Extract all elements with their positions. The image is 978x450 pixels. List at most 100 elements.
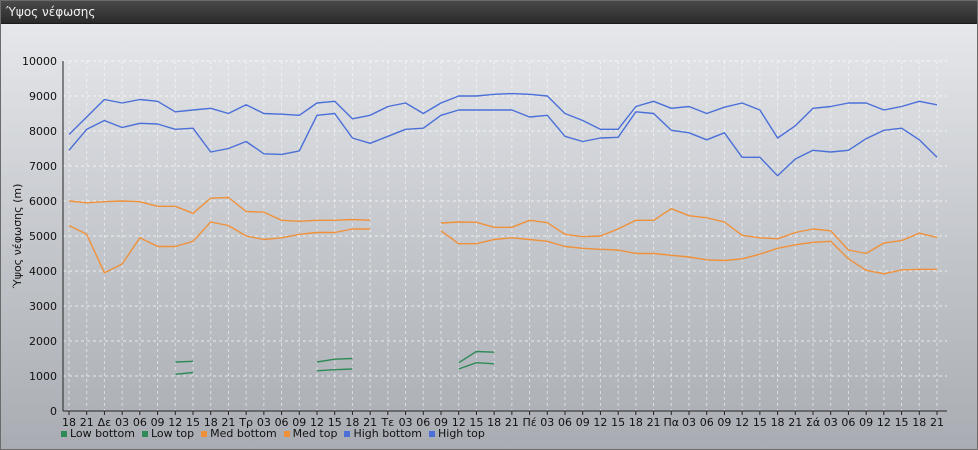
- series-low-top-line: [175, 360, 194, 363]
- legend-item: High bottom: [344, 427, 422, 440]
- series-med-top-line: [68, 196, 371, 223]
- legend-swatch: [201, 430, 208, 437]
- x-tick-label: 03: [115, 416, 129, 429]
- series-med-bottom-line: [440, 230, 937, 275]
- series-high-top-line: [68, 92, 938, 139]
- x-tick-label: Δε: [98, 416, 112, 429]
- y-tick-label: 7000: [29, 160, 57, 173]
- series-med-bottom-line: [68, 221, 371, 274]
- x-tick-label: 18: [345, 416, 359, 429]
- x-tick-label: 12: [593, 416, 607, 429]
- legend-swatch: [429, 430, 435, 437]
- x-tick-label: Πέ: [522, 416, 536, 429]
- series-low-bottom-line: [458, 362, 495, 370]
- x-tick-label: 15: [895, 416, 909, 429]
- x-tick-label: 03: [540, 416, 554, 429]
- x-tick-label: 21: [788, 416, 802, 429]
- legend-swatch: [141, 430, 148, 437]
- series-low-bottom-line: [316, 368, 353, 372]
- x-tick-label: 12: [310, 416, 324, 429]
- x-tick-label: 09: [292, 416, 306, 429]
- legend-swatch: [61, 430, 67, 437]
- window-title: Ύψος νέφωσης: [6, 5, 96, 19]
- legend-swatch: [283, 430, 290, 437]
- x-tick-label: 12: [452, 416, 466, 429]
- x-tick-label: 09: [859, 416, 873, 429]
- legend-label: Low top: [150, 427, 195, 440]
- x-tick-label: 12: [877, 416, 891, 429]
- grid-lines: [63, 60, 947, 411]
- x-tick-label: 06: [133, 416, 147, 429]
- legend-label: Med top: [292, 427, 338, 440]
- x-tick-label: 18: [204, 416, 218, 429]
- x-tick-label: 09: [151, 416, 165, 429]
- series-low-top-line: [316, 357, 353, 363]
- x-tick-label: 03: [257, 416, 271, 429]
- y-tick-label: 8000: [29, 125, 57, 138]
- y-tick-label: 10000: [22, 55, 57, 68]
- y-tick-label: 2000: [29, 335, 57, 348]
- series-med-top-line: [440, 207, 938, 255]
- legend-item: Low top: [141, 427, 195, 440]
- x-tick-label: 15: [469, 416, 483, 429]
- y-tick-label: 9000: [29, 90, 57, 103]
- x-tick-label: Πα: [664, 416, 680, 429]
- x-tick-label: 06: [275, 416, 289, 429]
- cloud-height-chart: 0 1000 2000 3000 4000 5000 6000 7000 8000 9000 100…: [11, 55, 947, 429]
- x-tick-label: Τε: [381, 416, 395, 429]
- series-lines: [68, 92, 938, 375]
- x-tick-label: 06: [841, 416, 855, 429]
- legend-item: Med bottom: [201, 427, 277, 440]
- legend-item: High top: [429, 427, 485, 440]
- x-tick-label: 18: [629, 416, 643, 429]
- legend-label: High bottom: [353, 427, 422, 440]
- chart-legend: Low bottom Low top Med bottom Med top High b…: [61, 427, 485, 440]
- y-tick-label: 3000: [29, 300, 57, 313]
- legend-label: Med bottom: [210, 427, 277, 440]
- x-tick-label: 18: [62, 416, 76, 429]
- x-tick-labels: 18 21 Δε 03 06 09 12 15 18 21 Τρ 03 06 09 12 15 18 21 Τε 03…: [62, 416, 944, 429]
- x-tick-label: 15: [186, 416, 200, 429]
- y-tick-label: 5000: [29, 230, 57, 243]
- x-tick-label: 03: [682, 416, 696, 429]
- x-tick-label: 15: [328, 416, 342, 429]
- x-tick-label: 06: [558, 416, 572, 429]
- x-tick-label: 18: [487, 416, 501, 429]
- x-tick-label: 03: [824, 416, 838, 429]
- x-tick-label: 21: [505, 416, 519, 429]
- series-low-bottom-line: [175, 371, 194, 375]
- x-tick-label: 03: [399, 416, 413, 429]
- x-tick-label: 18: [912, 416, 926, 429]
- x-tick-label: 15: [611, 416, 625, 429]
- title-bar: Ύψος νέφωσης: [1, 1, 977, 24]
- series-low-top-line: [458, 350, 495, 364]
- x-tick-label: 21: [363, 416, 377, 429]
- x-tick-label: 06: [700, 416, 714, 429]
- x-tick-label: 09: [434, 416, 448, 429]
- y-tick-label: 1000: [29, 370, 57, 383]
- x-tick-label: 21: [221, 416, 235, 429]
- x-tick-label: 12: [735, 416, 749, 429]
- x-tick-label: Τρ: [238, 416, 253, 429]
- y-axis-label: Ύψος νέφωσης (m): [11, 184, 24, 290]
- legend-label: Low bottom: [70, 427, 135, 440]
- x-tick-label: Σά: [806, 416, 820, 429]
- legend-item: Low bottom: [61, 427, 135, 440]
- x-tick-label: 21: [647, 416, 661, 429]
- x-tick-label: 06: [416, 416, 430, 429]
- y-tick-labels: 0 1000 2000 3000 4000 5000 6000 7000 8000 9000 100…: [22, 55, 57, 418]
- legend-label: High top: [438, 427, 485, 440]
- x-tick-label: 21: [80, 416, 94, 429]
- x-tick-label: 12: [168, 416, 182, 429]
- x-tick-label: 21: [930, 416, 944, 429]
- legend-item: Med top: [283, 427, 338, 440]
- x-tick-label: 15: [753, 416, 767, 429]
- y-tick-label: 4000: [29, 265, 57, 278]
- x-tick-label: 09: [717, 416, 731, 429]
- x-tick-label: 18: [771, 416, 785, 429]
- y-tick-label: 0: [50, 405, 57, 418]
- y-tick-label: 6000: [29, 195, 57, 208]
- series-high-bottom-line: [68, 109, 938, 177]
- axes: [62, 61, 947, 415]
